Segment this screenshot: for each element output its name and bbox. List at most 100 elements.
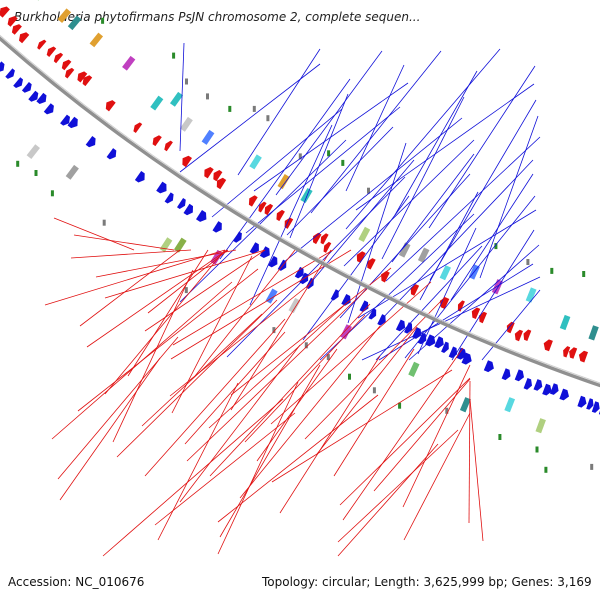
- forward-gene-arrow: [0, 61, 5, 72]
- forward-leader-line: [417, 227, 477, 355]
- small-feature-dash: [16, 160, 20, 167]
- forward-gene-arrow: [341, 294, 351, 306]
- small-feature-dash: [544, 466, 548, 473]
- small-feature-dash: [185, 78, 188, 85]
- reverse-gene-arrow: [46, 46, 57, 57]
- feature-block: [559, 314, 571, 331]
- forward-gene-arrow: [36, 92, 47, 104]
- reverse-leader-line: [403, 412, 471, 541]
- reverse-gene-arrow: [264, 203, 274, 216]
- forward-gene-arrow: [577, 395, 587, 408]
- feature-block: [588, 325, 599, 341]
- chromosome-backbone: [0, 36, 600, 388]
- small-feature-dash: [550, 267, 554, 274]
- accession-label: Accession: NC_010676: [8, 575, 145, 589]
- feature-block: [169, 91, 184, 107]
- backbone-highlight: [0, 34, 600, 384]
- forward-leader-line: [249, 124, 333, 306]
- reverse-leader-line: [172, 249, 334, 346]
- reverse-leader-line: [219, 364, 321, 538]
- reverse-gene-arrow: [7, 16, 18, 27]
- feature-block: [408, 361, 420, 378]
- reverse-gene-arrow: [276, 209, 285, 222]
- reverse-leader-line: [59, 357, 161, 501]
- small-feature-dash: [228, 105, 232, 112]
- small-feature-dash: [398, 402, 402, 409]
- forward-leader-line: [428, 65, 536, 229]
- reverse-gene-arrow: [152, 135, 162, 147]
- forward-gene-arrow: [294, 266, 304, 279]
- reverse-gene-arrow: [506, 321, 515, 334]
- small-feature-dash: [445, 407, 449, 414]
- small-feature-dash: [34, 170, 38, 176]
- forward-gene-arrow: [233, 231, 242, 243]
- reverse-leader-line: [402, 364, 471, 508]
- feature-block: [150, 95, 164, 111]
- small-feature-dash: [252, 105, 256, 112]
- forward-leader-line: [378, 263, 534, 361]
- forward-gene-arrow: [456, 347, 467, 360]
- forward-gene-arrow: [196, 210, 207, 222]
- feature-block: [65, 164, 79, 180]
- feature-block: [340, 324, 352, 340]
- forward-gene-arrow: [483, 360, 494, 373]
- map-title: Burkholderia phytofirmans PsJN chromosom…: [14, 10, 421, 24]
- reverse-gene-arrow: [356, 251, 366, 263]
- reverse-leader-line: [127, 249, 209, 377]
- reverse-leader-line: [154, 412, 296, 526]
- small-feature-dash: [341, 159, 345, 166]
- forward-gene-arrow: [67, 116, 78, 129]
- forward-leader-line: [357, 209, 537, 319]
- reverse-leader-line: [316, 326, 418, 455]
- feature-block: [525, 287, 537, 303]
- forward-gene-arrow: [368, 308, 377, 320]
- reverse-leader-line: [217, 394, 379, 523]
- reverse-gene-arrow: [543, 339, 553, 352]
- feature-block: [300, 187, 313, 204]
- forward-gene-arrow: [434, 336, 444, 349]
- reverse-leader-line: [171, 255, 253, 414]
- reverse-gene-arrow: [410, 284, 420, 296]
- forward-gene-arrow: [404, 322, 413, 334]
- reverse-gene-arrow: [11, 24, 22, 35]
- forward-gene-arrow: [330, 289, 339, 301]
- reverse-gene-arrow: [182, 155, 192, 168]
- forward-leader-line: [226, 176, 406, 358]
- forward-gene-arrow: [177, 198, 186, 209]
- small-feature-dash: [367, 187, 370, 194]
- feature-block: [398, 242, 411, 258]
- forward-gene-arrow: [277, 259, 287, 271]
- reverse-leader-line: [239, 325, 381, 499]
- feature-block: [535, 418, 546, 434]
- forward-leader-line: [394, 70, 478, 216]
- reverse-leader-line: [342, 347, 464, 521]
- reverse-leader-line: [144, 318, 286, 477]
- forward-gene-arrow: [542, 383, 552, 396]
- reverse-gene-arrow: [367, 258, 376, 270]
- reverse-leader-line: [170, 249, 352, 360]
- forward-gene-arrow: [395, 319, 406, 332]
- forward-leader-line: [286, 126, 394, 236]
- feature-block: [57, 8, 72, 23]
- forward-leader-line: [347, 142, 407, 324]
- reverse-gene-arrow: [82, 75, 93, 87]
- forward-leader-line: [479, 115, 539, 279]
- reverse-leader-line: [44, 249, 226, 306]
- forward-leader-line: [481, 289, 541, 361]
- reverse-leader-line: [339, 377, 471, 506]
- small-feature-dash: [582, 271, 586, 277]
- small-feature-dash: [172, 52, 176, 59]
- forward-gene-arrow: [441, 341, 449, 353]
- reverse-leader-line: [304, 296, 446, 440]
- reverse-gene-arrow: [284, 217, 294, 229]
- reverse-leader-line: [157, 382, 239, 541]
- forward-gene-arrow: [134, 171, 145, 183]
- small-feature-dash: [304, 342, 308, 349]
- forward-gene-arrow: [106, 148, 117, 160]
- forward-leader-line: [179, 139, 347, 303]
- reverse-gene-arrow: [313, 232, 322, 245]
- forward-leader-line: [310, 50, 442, 214]
- reverse-gene-arrow: [457, 300, 465, 312]
- reverse-leader-line: [51, 281, 233, 440]
